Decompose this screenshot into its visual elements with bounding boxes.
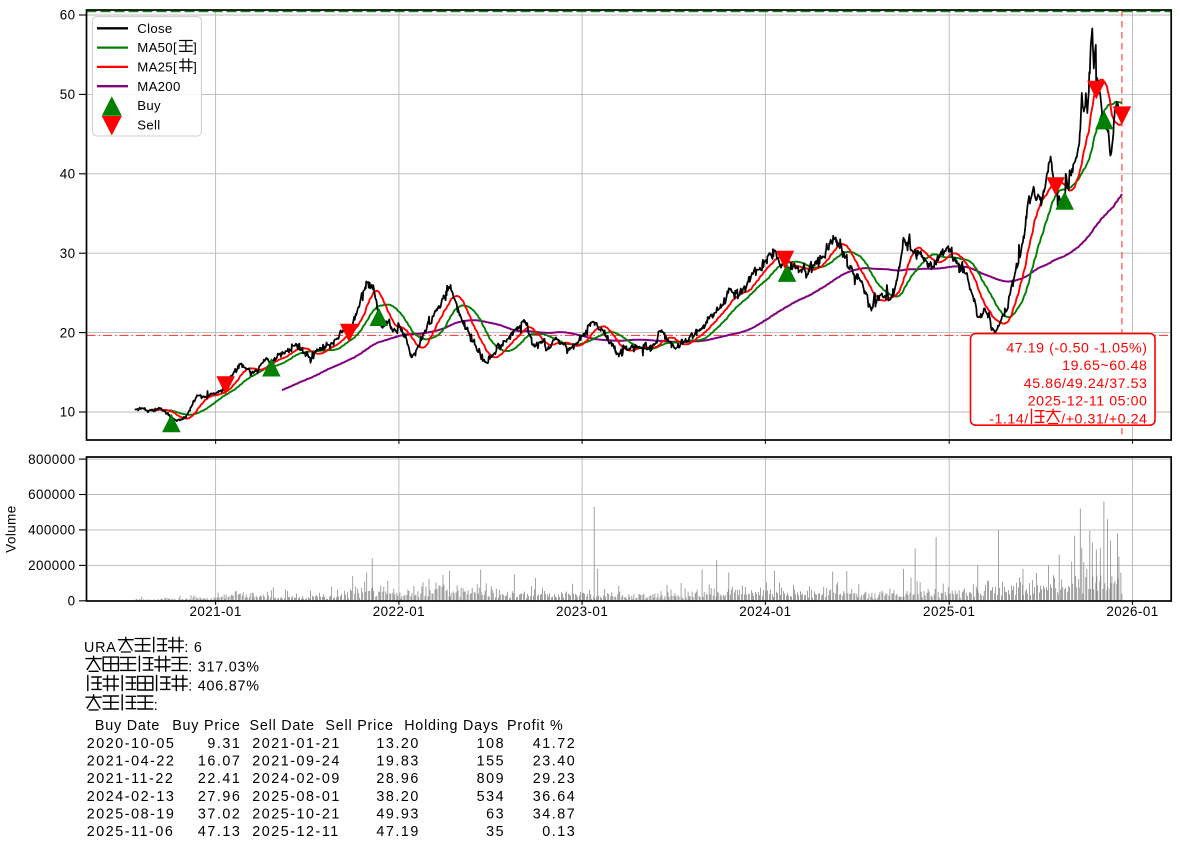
svg-text:2026-01: 2026-01 xyxy=(1106,604,1158,619)
svg-text:30: 30 xyxy=(60,246,76,261)
svg-text:38.20: 38.20 xyxy=(376,789,420,805)
svg-text:534: 534 xyxy=(477,789,506,805)
svg-text:108: 108 xyxy=(477,736,506,752)
svg-text:Profit %: Profit % xyxy=(507,718,563,734)
svg-text:URA: URA xyxy=(84,640,117,656)
svg-text:2025-08-19: 2025-08-19 xyxy=(87,806,176,822)
svg-text:2025-12-11: 2025-12-11 xyxy=(252,824,340,840)
svg-text:35: 35 xyxy=(486,824,505,840)
svg-text:19.65~60.48: 19.65~60.48 xyxy=(1062,358,1147,374)
svg-text:]: ] xyxy=(193,40,197,55)
svg-text:600000: 600000 xyxy=(28,487,75,502)
svg-text:: 317.03%: : 317.03% xyxy=(188,659,260,675)
svg-text:]: ] xyxy=(193,60,197,75)
svg-text:40: 40 xyxy=(60,167,76,182)
svg-text:2025-01: 2025-01 xyxy=(923,604,975,619)
svg-text:63: 63 xyxy=(486,806,505,822)
svg-text:2025-08-01: 2025-08-01 xyxy=(252,789,341,805)
svg-text:155: 155 xyxy=(477,754,506,770)
svg-text:2020-10-05: 2020-10-05 xyxy=(87,736,176,752)
svg-text:2021-11-22: 2021-11-22 xyxy=(87,771,175,787)
svg-text:37.02: 37.02 xyxy=(198,806,242,822)
svg-text:Sell Price: Sell Price xyxy=(325,718,393,734)
svg-text:200000: 200000 xyxy=(28,558,75,573)
svg-text:2024-02-13: 2024-02-13 xyxy=(87,789,176,805)
svg-text:2024-01: 2024-01 xyxy=(739,604,791,619)
svg-text:45.86/49.24/37.53: 45.86/49.24/37.53 xyxy=(1024,376,1148,392)
svg-text:809: 809 xyxy=(477,771,506,787)
svg-text:2025-11-06: 2025-11-06 xyxy=(87,824,175,840)
svg-text:2025-10-21: 2025-10-21 xyxy=(252,806,341,822)
svg-text:Sell: Sell xyxy=(137,117,160,132)
svg-text:13.20: 13.20 xyxy=(376,736,420,752)
svg-text:34.87: 34.87 xyxy=(533,806,577,822)
svg-text:-1.14/: -1.14/ xyxy=(989,412,1029,428)
svg-text:MA200: MA200 xyxy=(137,79,180,94)
svg-text:Buy Price: Buy Price xyxy=(172,718,240,734)
svg-text:Close: Close xyxy=(137,21,172,36)
svg-text:2021-04-22: 2021-04-22 xyxy=(87,754,176,770)
svg-text:36.64: 36.64 xyxy=(533,789,577,805)
svg-text:Holding Days: Holding Days xyxy=(404,718,499,734)
svg-text:MA25[: MA25[ xyxy=(137,60,177,75)
svg-text:Sell Date: Sell Date xyxy=(250,718,315,734)
svg-text:0.13: 0.13 xyxy=(542,824,576,840)
svg-text:16.07: 16.07 xyxy=(198,754,242,770)
svg-text:2025-12-11 05:00: 2025-12-11 05:00 xyxy=(1028,394,1148,410)
svg-text:0: 0 xyxy=(68,594,76,609)
svg-text:41.72: 41.72 xyxy=(533,736,577,752)
svg-text:MA50[: MA50[ xyxy=(137,40,177,55)
svg-text:800000: 800000 xyxy=(28,452,75,467)
svg-text:2022-01: 2022-01 xyxy=(373,604,425,619)
svg-text:47.13: 47.13 xyxy=(198,824,242,840)
svg-text:22.41: 22.41 xyxy=(198,771,242,787)
svg-text:47.19: 47.19 xyxy=(376,824,420,840)
svg-text:Buy Date: Buy Date xyxy=(95,718,160,734)
svg-text:2021-01: 2021-01 xyxy=(189,604,241,619)
svg-text:27.96: 27.96 xyxy=(198,789,242,805)
svg-text:2021-09-24: 2021-09-24 xyxy=(252,754,341,770)
svg-text:60: 60 xyxy=(60,8,76,23)
svg-text:2021-01-21: 2021-01-21 xyxy=(252,736,341,752)
svg-text:2024-02-09: 2024-02-09 xyxy=(252,771,341,787)
svg-text:23.40: 23.40 xyxy=(533,754,577,770)
svg-text:Buy: Buy xyxy=(137,98,161,113)
svg-text:9.31: 9.31 xyxy=(207,736,241,752)
svg-text:29.23: 29.23 xyxy=(533,771,577,787)
svg-text:400000: 400000 xyxy=(28,523,75,538)
svg-text:19.83: 19.83 xyxy=(376,754,420,770)
svg-text:Volume: Volume xyxy=(4,505,19,552)
svg-text:50: 50 xyxy=(60,87,76,102)
svg-text:28.96: 28.96 xyxy=(376,771,420,787)
svg-text:2023-01: 2023-01 xyxy=(556,604,608,619)
svg-text:: 406.87%: : 406.87% xyxy=(188,679,260,695)
svg-text:/+0.31/+0.24: /+0.31/+0.24 xyxy=(1061,412,1147,428)
svg-text::: : xyxy=(154,698,159,714)
svg-text:20: 20 xyxy=(60,325,76,340)
svg-text:49.93: 49.93 xyxy=(376,806,420,822)
svg-text:: 6: : 6 xyxy=(184,640,202,656)
svg-text:47.19 (-0.50 -1.05%): 47.19 (-0.50 -1.05%) xyxy=(1006,340,1147,356)
svg-text:10: 10 xyxy=(60,405,76,420)
